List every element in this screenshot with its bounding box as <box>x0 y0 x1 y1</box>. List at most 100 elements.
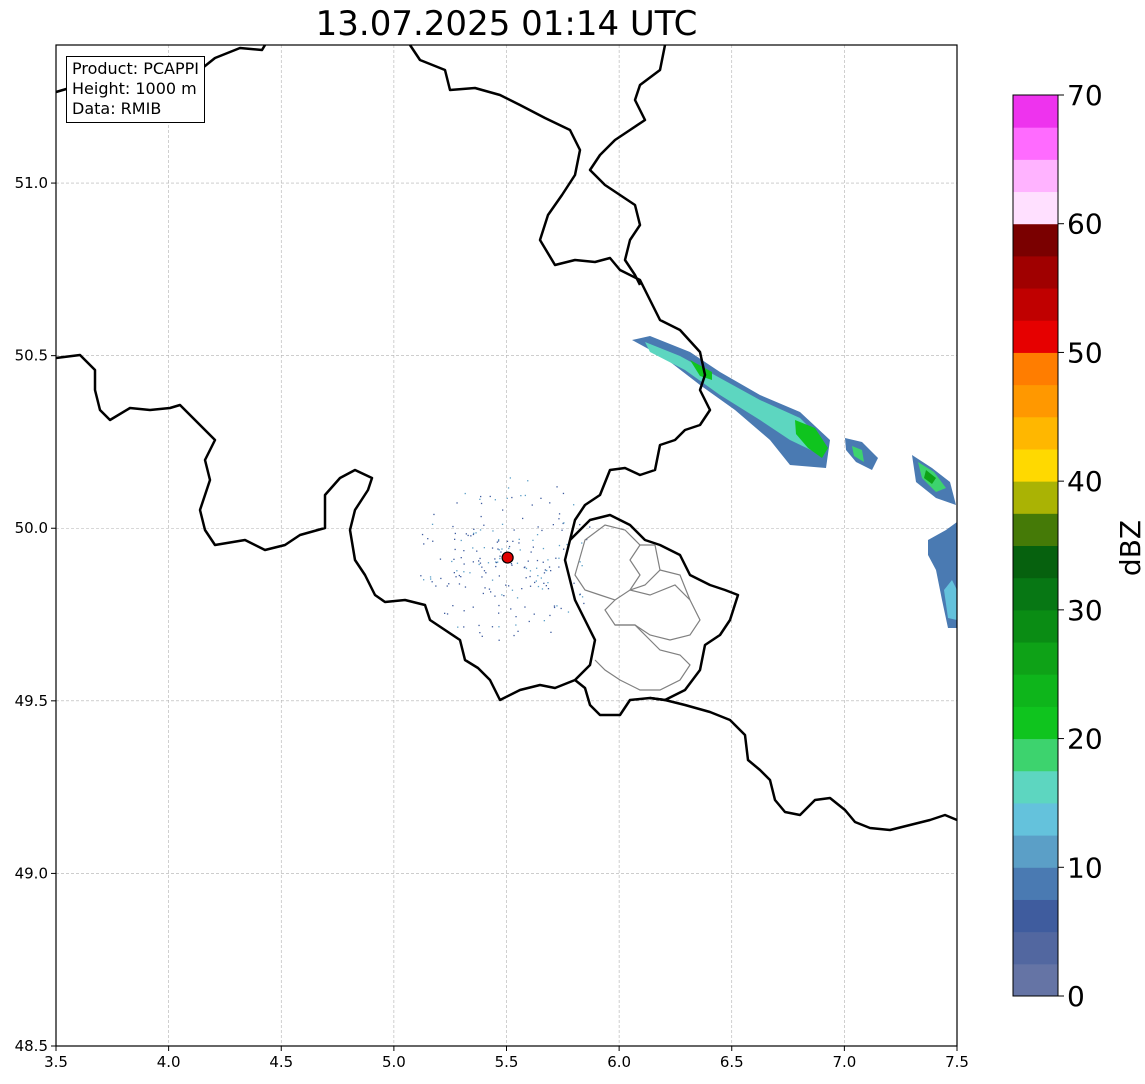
clutter-pixel <box>507 487 510 489</box>
colorbar-segment <box>1013 416 1058 450</box>
clutter-pixel <box>472 606 474 608</box>
clutter-pixel <box>519 549 521 551</box>
clutter-pixel <box>476 550 478 552</box>
clutter-pixel <box>530 551 532 553</box>
clutter-pixel <box>503 595 505 597</box>
colorbar-tick-label: 0 <box>1067 980 1085 1013</box>
clutter-pixel <box>525 567 528 570</box>
clutter-pixel <box>560 607 562 610</box>
clutter-pixel <box>483 524 485 526</box>
colorbar-tick-label: 40 <box>1067 465 1103 498</box>
clutter-pixel <box>511 589 514 591</box>
clutter-pixel <box>524 606 526 608</box>
clutter-pixel <box>498 539 500 541</box>
clutter-pixel <box>524 566 526 568</box>
clutter-pixel <box>481 635 483 637</box>
clutter-pixel <box>566 543 568 546</box>
clutter-pixel <box>534 581 536 584</box>
clutter-pixel <box>480 495 482 498</box>
y-tick-label: 51.0 <box>15 174 48 192</box>
clutter-pixel <box>543 620 545 622</box>
clutter-pixel <box>525 577 527 579</box>
clutter-pixel <box>505 584 507 586</box>
clutter-pixel <box>460 576 462 578</box>
clutter-pixel <box>469 572 471 574</box>
echo-cell-south-east-cyan <box>944 580 957 620</box>
clutter-pixel <box>479 562 482 564</box>
clutter-pixel <box>479 498 481 500</box>
border-luxembourg-germany-france <box>569 513 740 717</box>
clutter-pixel <box>515 616 517 618</box>
border-germany-france-south <box>649 696 958 832</box>
clutter-pixel <box>483 570 486 572</box>
clutter-pixel <box>488 588 491 590</box>
x-axis-ticks: 3.5 4.0 4.5 5.0 5.5 6.0 6.5 7.0 7.5 <box>44 1046 969 1071</box>
x-tick-label: 6.0 <box>607 1053 631 1071</box>
clutter-pixel <box>542 547 545 550</box>
clutter-pixel <box>549 502 551 504</box>
colorbar-segment <box>1013 931 1058 965</box>
ground-clutter <box>420 477 591 641</box>
clutter-pixel <box>548 566 551 568</box>
clutter-pixel <box>556 486 558 488</box>
precipitation-echoes <box>632 336 957 628</box>
clutter-pixel <box>501 523 504 525</box>
radar-site-marker[interactable] <box>501 551 514 564</box>
clutter-pixel <box>472 533 475 536</box>
clutter-pixel <box>439 558 442 560</box>
colorbar-tick-label: 20 <box>1067 723 1103 756</box>
clutter-pixel <box>456 570 458 572</box>
clutter-pixel <box>480 515 482 518</box>
clutter-pixel <box>543 572 546 574</box>
clutter-pixel <box>470 535 472 537</box>
clutter-pixel <box>463 571 465 573</box>
clutter-pixel <box>527 480 529 482</box>
echo-core-east <box>795 420 828 458</box>
clutter-pixel <box>429 576 432 578</box>
colorbar-segment <box>1013 223 1058 257</box>
clutter-pixel <box>482 592 484 595</box>
clutter-pixel <box>516 597 519 599</box>
x-tick-label: 5.5 <box>495 1053 519 1071</box>
clutter-pixel <box>456 502 458 504</box>
clutter-pixel <box>562 492 565 495</box>
clutter-pixel <box>540 577 542 579</box>
clutter-pixel <box>517 630 519 632</box>
colorbar-segment <box>1013 320 1058 353</box>
clutter-pixel <box>484 587 486 589</box>
clutter-pixel <box>540 497 542 499</box>
clutter-pixel <box>544 569 546 571</box>
map-title: 13.07.2025 01:14 UTC <box>315 4 698 44</box>
clutter-pixel <box>427 538 429 540</box>
clutter-pixel <box>581 565 583 567</box>
clutter-pixel <box>542 561 544 563</box>
clutter-pixel <box>498 604 500 607</box>
colorbar-segment <box>1013 481 1058 514</box>
clutter-pixel <box>472 547 474 549</box>
product-line: Product: PCAPPI <box>72 59 200 78</box>
clutter-pixel <box>545 585 547 587</box>
x-tick-label: 7.5 <box>945 1053 969 1071</box>
clutter-pixel <box>547 582 549 584</box>
clutter-pixel <box>546 569 548 572</box>
border-germany-netherlands-east <box>588 44 667 286</box>
clutter-pixel <box>527 560 529 562</box>
clutter-pixel <box>497 540 500 542</box>
x-tick-label: 6.5 <box>720 1053 744 1071</box>
y-tick-label: 49.0 <box>15 864 48 882</box>
clutter-pixel <box>524 494 526 497</box>
clutter-pixel <box>452 605 454 607</box>
clutter-pixel <box>558 518 560 520</box>
echo-cell-7-4-core2 <box>924 470 936 484</box>
clutter-pixel <box>455 576 457 578</box>
echo-cell-7-1-core <box>852 446 864 462</box>
clutter-pixel <box>553 605 556 607</box>
clutter-pixel <box>472 561 474 563</box>
colorbar-tick-label: 10 <box>1067 851 1103 884</box>
clutter-pixel <box>550 631 552 633</box>
clutter-pixel <box>518 538 520 540</box>
colorbar-segment <box>1013 867 1058 900</box>
clutter-pixel <box>512 540 514 542</box>
y-tick-label: 50.5 <box>15 347 48 365</box>
colorbar-tick-label: 70 <box>1067 79 1103 112</box>
